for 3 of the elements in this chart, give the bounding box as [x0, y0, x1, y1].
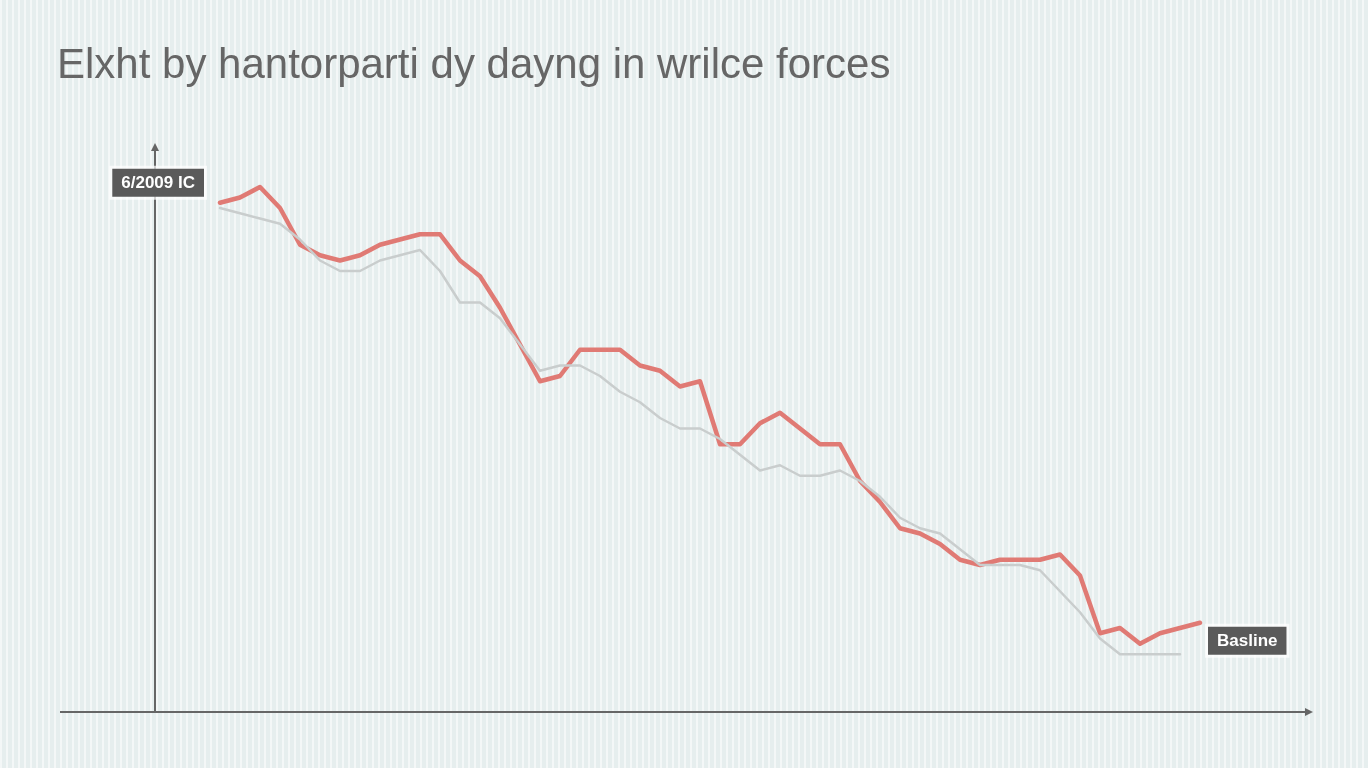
- text: Basline: [1217, 631, 1278, 651]
- text: 6/2009 IC: [121, 173, 196, 193]
- chart-title: Elxht by hantorparti dy dayng in wrilce forces: [57, 40, 891, 88]
